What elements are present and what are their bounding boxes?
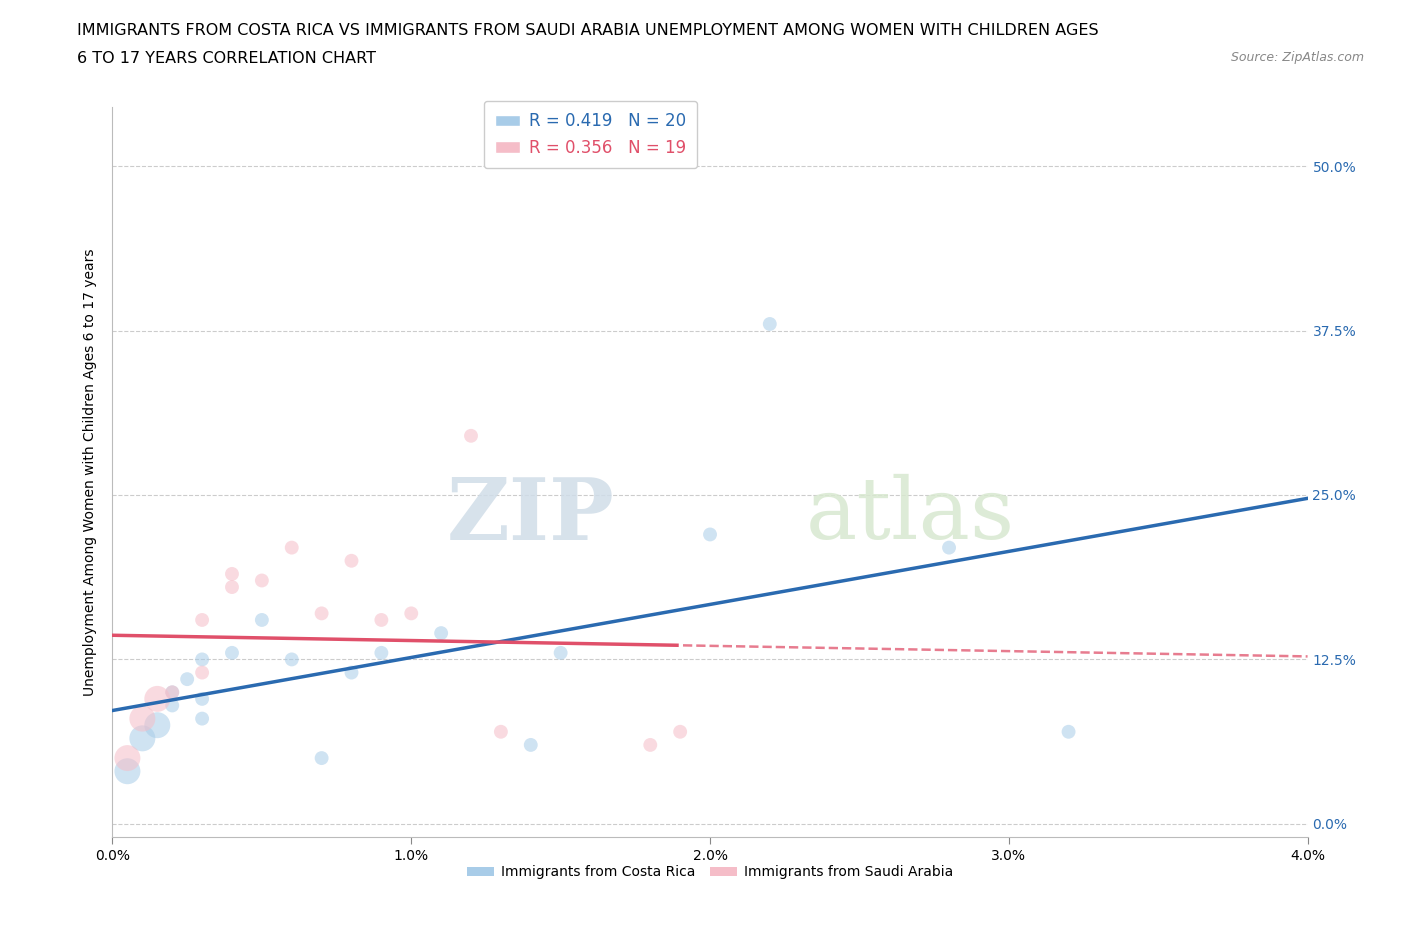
Point — [191, 652, 214, 667]
Text: Source: ZipAtlas.com: Source: ZipAtlas.com — [1230, 51, 1364, 64]
Point — [191, 711, 214, 726]
Text: ZIP: ZIP — [447, 473, 614, 558]
Point — [340, 553, 363, 568]
Point — [640, 737, 662, 752]
Point — [146, 718, 169, 733]
Point — [311, 606, 333, 621]
Point — [759, 316, 782, 331]
Point — [191, 691, 214, 706]
Text: IMMIGRANTS FROM COSTA RICA VS IMMIGRANTS FROM SAUDI ARABIA UNEMPLOYMENT AMONG WO: IMMIGRANTS FROM COSTA RICA VS IMMIGRANTS… — [77, 23, 1099, 38]
Point — [340, 665, 363, 680]
Point — [699, 527, 721, 542]
Point — [281, 652, 304, 667]
Point — [489, 724, 512, 739]
Point — [669, 724, 692, 739]
Point — [117, 751, 139, 765]
Point — [520, 737, 543, 752]
Point — [430, 626, 453, 641]
Point — [117, 764, 139, 778]
Point — [221, 645, 243, 660]
Y-axis label: Unemployment Among Women with Children Ages 6 to 17 years: Unemployment Among Women with Children A… — [83, 248, 97, 696]
Point — [938, 540, 960, 555]
Text: atlas: atlas — [806, 474, 1015, 557]
Point — [162, 698, 183, 713]
Point — [162, 684, 183, 699]
Point — [131, 731, 153, 746]
Point — [370, 613, 392, 628]
Point — [221, 579, 243, 594]
Text: 6 TO 17 YEARS CORRELATION CHART: 6 TO 17 YEARS CORRELATION CHART — [77, 51, 377, 66]
Point — [191, 613, 214, 628]
Point — [131, 711, 153, 726]
Point — [311, 751, 333, 765]
Point — [176, 671, 198, 686]
Point — [281, 540, 304, 555]
Point — [370, 645, 392, 660]
Point — [250, 613, 273, 628]
Point — [460, 429, 482, 444]
Point — [191, 665, 214, 680]
Point — [221, 566, 243, 581]
Point — [1057, 724, 1080, 739]
Point — [250, 573, 273, 588]
Point — [146, 691, 169, 706]
Legend: Immigrants from Costa Rica, Immigrants from Saudi Arabia: Immigrants from Costa Rica, Immigrants f… — [461, 859, 959, 884]
Point — [550, 645, 572, 660]
Point — [162, 684, 183, 699]
Point — [401, 606, 423, 621]
